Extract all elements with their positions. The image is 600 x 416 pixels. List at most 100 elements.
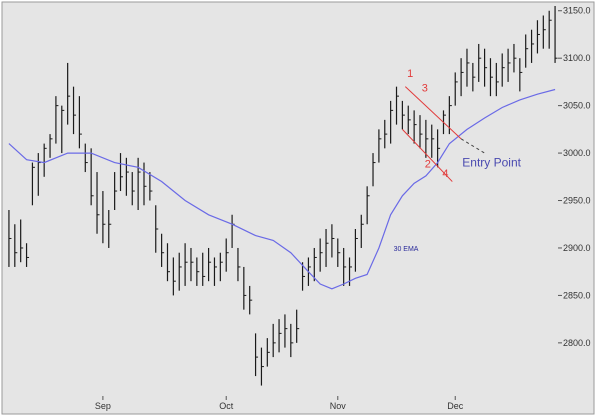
- price-bar: [495, 62, 499, 97]
- price-bar: [325, 228, 329, 267]
- price-bar: [437, 129, 441, 168]
- price-bar: [466, 48, 470, 87]
- y-tick-label: 3050.0: [563, 101, 591, 111]
- entry-point-label: Entry Point: [462, 155, 521, 169]
- price-bar: [343, 247, 347, 286]
- price-bar: [290, 323, 294, 358]
- lower-channel-line: [402, 129, 453, 182]
- price-bar: [272, 323, 276, 358]
- x-tick-label: Nov: [330, 401, 347, 411]
- y-tick-label: 2850.0: [563, 290, 591, 300]
- price-bar: [119, 153, 124, 192]
- x-tick-label: Dec: [447, 401, 464, 411]
- price-bar: [78, 96, 82, 149]
- price-bar: [96, 172, 100, 234]
- price-bar: [178, 252, 182, 291]
- upper-channel-line: [404, 86, 462, 140]
- price-bar: [384, 119, 388, 149]
- price-bar: [249, 285, 253, 315]
- price-bar: [390, 100, 394, 144]
- price-bar: [143, 162, 147, 206]
- price-bar: [507, 48, 511, 82]
- price-bar: [20, 219, 24, 263]
- price-bar: [360, 214, 364, 248]
- price-bar: [114, 172, 118, 211]
- price-bar: [366, 186, 370, 225]
- price-bar: [207, 247, 212, 282]
- price-bar: [301, 262, 306, 291]
- price-bar: [548, 10, 552, 49]
- price-bar: [454, 72, 458, 106]
- price-bar: [542, 15, 546, 49]
- price-bar: [196, 257, 200, 286]
- price-bar: [166, 243, 170, 282]
- price-bar: [419, 115, 423, 149]
- price-bar: [243, 266, 247, 310]
- y-tick-label: 3150.0: [563, 6, 591, 16]
- price-bar: [190, 247, 194, 282]
- price-bar: [14, 224, 18, 267]
- y-tick-label: 2950.0: [563, 196, 591, 206]
- price-bar: [313, 247, 317, 282]
- price-bar: [501, 53, 505, 87]
- price-bar: [43, 143, 47, 177]
- price-bar: [260, 347, 264, 386]
- price-bar: [319, 238, 323, 272]
- price-bar: [202, 252, 206, 286]
- price-bar: [337, 238, 341, 267]
- annotation-layer: 13 24 Entry Point 30 EMA: [394, 68, 522, 253]
- ema-line: [8, 88, 556, 290]
- price-bar: [161, 233, 165, 267]
- price-bar: [49, 134, 53, 158]
- price-bar: [525, 34, 529, 68]
- price-bar: [519, 58, 523, 92]
- price-bar: [55, 96, 59, 144]
- ema-label: 30 EMA: [394, 246, 419, 253]
- channel-point-label: 3: [422, 82, 428, 94]
- price-bar: [8, 210, 12, 267]
- price-bar: [296, 309, 300, 343]
- price-bar: [84, 143, 88, 173]
- entry-projection-line: [460, 138, 485, 154]
- price-bar: [172, 257, 176, 296]
- price-bar: [530, 29, 535, 63]
- price-bar: [278, 319, 282, 353]
- price-bar: [102, 191, 106, 244]
- x-tick-label: Oct: [219, 401, 234, 411]
- channel-point-label: 4: [442, 168, 448, 180]
- price-bar: [425, 119, 429, 158]
- axis-layer: 2800.0 2850.0 2900.0 2950.0 3000.0 3050.0 3100…: [95, 6, 591, 411]
- price-bar: [431, 124, 435, 158]
- y-tick-label: 2800.0: [563, 338, 591, 348]
- price-bar: [401, 100, 405, 130]
- price-bar: [372, 153, 376, 187]
- price-bar: [25, 243, 30, 267]
- price-bar: [478, 43, 482, 82]
- price-bars: [8, 6, 558, 386]
- price-bar: [413, 110, 417, 144]
- price-bar: [460, 58, 464, 97]
- price-bar: [67, 62, 71, 125]
- price-bar: [472, 62, 476, 92]
- price-bar: [266, 338, 270, 367]
- price-bar: [90, 148, 94, 206]
- price-bar: [354, 228, 358, 272]
- price-bar: [483, 48, 488, 87]
- ema-layer: [8, 88, 556, 290]
- price-bar: [108, 210, 112, 248]
- price-bar: [554, 6, 558, 63]
- price-bar: [407, 105, 411, 135]
- price-bar: [149, 172, 153, 201]
- price-bar: [137, 157, 141, 211]
- price-bar: [254, 333, 259, 377]
- price-bar: [131, 172, 135, 206]
- price-bar: [72, 86, 77, 135]
- price-bar: [61, 105, 65, 154]
- price-bar: [378, 129, 382, 163]
- price-bar: [536, 20, 540, 54]
- price-bar: [331, 224, 335, 258]
- price-bar: [395, 86, 400, 125]
